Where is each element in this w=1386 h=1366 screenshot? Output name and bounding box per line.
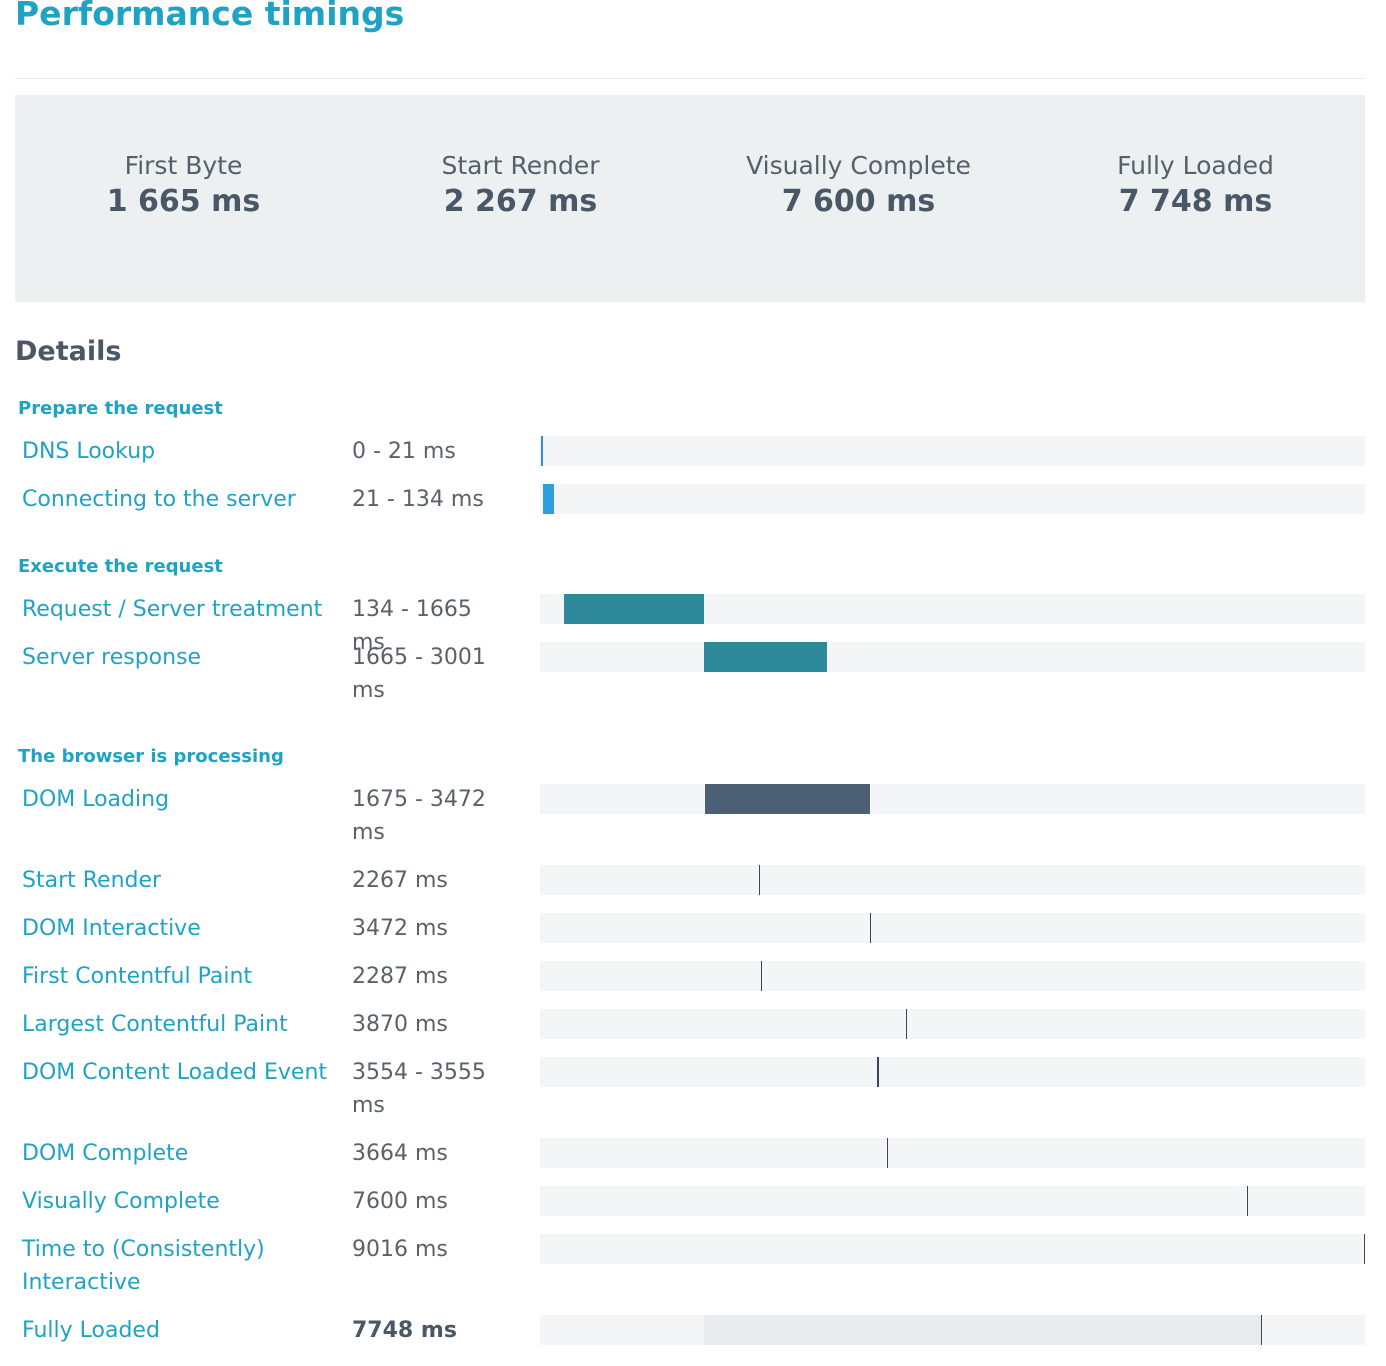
timeline-marker (541, 436, 543, 466)
row-time-dom-content-loaded-event: 3554 - 3555 ms (352, 1060, 486, 1118)
row-time-time-to-consistently-interactive: 9016 ms (352, 1237, 448, 1262)
row-label-start-render: Start Render (22, 868, 162, 893)
metric-label: Fully Loaded (1117, 151, 1274, 180)
row-label-dom-interactive: DOM Interactive (22, 916, 201, 941)
timeline-marker (1247, 1186, 1248, 1216)
timeline-track-dom-content-loaded-event (540, 1057, 1365, 1087)
row-label-server-response: Server response (22, 645, 202, 670)
details-heading: Details (15, 336, 122, 367)
row-label-fully-loaded: Fully Loaded (22, 1318, 160, 1343)
row-label-visually-complete: Visually Complete (22, 1189, 220, 1214)
section-title: The browser is processing (18, 746, 284, 767)
row-time-dns-lookup: 0 - 21 ms (352, 439, 456, 464)
timeline-marker (761, 961, 762, 991)
timeline-marker (887, 1138, 888, 1168)
row-time-request-server-treatment: 134 - 1665 ms (352, 597, 472, 655)
timeline-track-connecting-to-the-server (540, 484, 1365, 514)
timeline-bar (705, 784, 870, 814)
row-time-dom-complete: 3664 ms (352, 1141, 448, 1166)
timeline-track-dns-lookup (540, 436, 1365, 466)
timeline-track-fully-loaded (540, 1315, 1365, 1345)
metric-label: Start Render (441, 151, 600, 180)
metric-visually-complete: Visually Complete 7 600 ms (690, 152, 1027, 221)
title-divider (15, 78, 1365, 79)
summary-panel: First Byte 1 665 ms Start Render 2 267 m… (15, 95, 1365, 302)
timeline-track-dom-loading (540, 784, 1365, 814)
metric-label: Visually Complete (746, 151, 971, 180)
metric-fully-loaded: Fully Loaded 7 748 ms (1027, 152, 1364, 221)
section-title: Execute the request (18, 556, 223, 577)
metric-value: 7 748 ms (1118, 183, 1273, 219)
timeline-bar (704, 642, 827, 672)
timeline-marker (759, 865, 760, 895)
row-time-first-contentful-paint: 2287 ms (352, 964, 448, 989)
timeline-track-time-to-consistently-interactive (540, 1234, 1365, 1264)
row-label-first-contentful-paint: First Contentful Paint (22, 964, 253, 989)
row-time-start-render: 2267 ms (352, 868, 448, 893)
timeline-track-dom-interactive (540, 913, 1365, 943)
metric-first-byte: First Byte 1 665 ms (15, 152, 352, 221)
page-title: Performance timings (15, 0, 405, 33)
timeline-track-dom-complete (540, 1138, 1365, 1168)
timeline-marker (1261, 1315, 1262, 1345)
timeline-track-start-render (540, 865, 1365, 895)
row-label-largest-contentful-paint: Largest Contentful Paint (22, 1012, 288, 1037)
metric-value: 2 267 ms (443, 183, 598, 219)
timeline-marker (870, 913, 871, 943)
timeline-marker (906, 1009, 907, 1039)
row-time-dom-loading: 1675 - 3472 ms (352, 787, 486, 845)
row-label-request-server-treatment: Request / Server treatment (22, 597, 323, 622)
timeline-track-server-response (540, 642, 1365, 672)
row-time-server-response: 1665 - 3001 ms (352, 645, 486, 703)
timeline-range (704, 1315, 1261, 1345)
row-time-connecting-to-the-server: 21 - 134 ms (352, 487, 484, 512)
row-time-largest-contentful-paint: 3870 ms (352, 1012, 448, 1037)
timeline-track-request-server-treatment (540, 594, 1365, 624)
timeline-track-first-contentful-paint (540, 961, 1365, 991)
timeline-bar (543, 484, 554, 514)
row-label-dns-lookup: DNS Lookup (22, 439, 156, 464)
row-time-visually-complete: 7600 ms (352, 1189, 448, 1214)
row-label-dom-complete: DOM Complete (22, 1141, 189, 1166)
row-label-connecting-to-the-server: Connecting to the server (22, 487, 296, 512)
metric-value: 7 600 ms (781, 183, 936, 219)
row-label-dom-loading: DOM Loading (22, 787, 170, 812)
timeline-track-largest-contentful-paint (540, 1009, 1365, 1039)
metric-label: First Byte (124, 151, 243, 180)
metric-value: 1 665 ms (106, 183, 261, 219)
row-label-dom-content-loaded-event: DOM Content Loaded Event (22, 1060, 328, 1085)
timeline-marker (877, 1057, 879, 1087)
timeline-track-visually-complete (540, 1186, 1365, 1216)
row-time-fully-loaded: 7748 ms (352, 1318, 457, 1343)
metric-start-render: Start Render 2 267 ms (352, 152, 689, 221)
timeline-bar (564, 594, 704, 624)
row-label-time-to-consistently-interactive: Time to (Consistently) Interactive (22, 1237, 265, 1295)
timeline-marker (1364, 1234, 1365, 1264)
row-time-dom-interactive: 3472 ms (352, 916, 448, 941)
section-title: Prepare the request (18, 398, 223, 419)
